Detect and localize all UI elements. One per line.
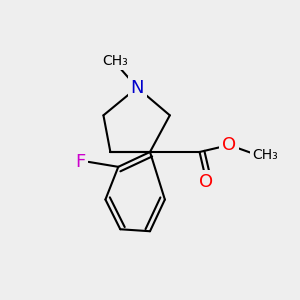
- Text: CH₃: CH₃: [252, 148, 278, 162]
- Text: O: O: [222, 136, 236, 154]
- Text: O: O: [200, 173, 214, 191]
- Text: CH₃: CH₃: [102, 54, 128, 68]
- Text: F: F: [76, 153, 86, 171]
- Text: N: N: [130, 79, 144, 97]
